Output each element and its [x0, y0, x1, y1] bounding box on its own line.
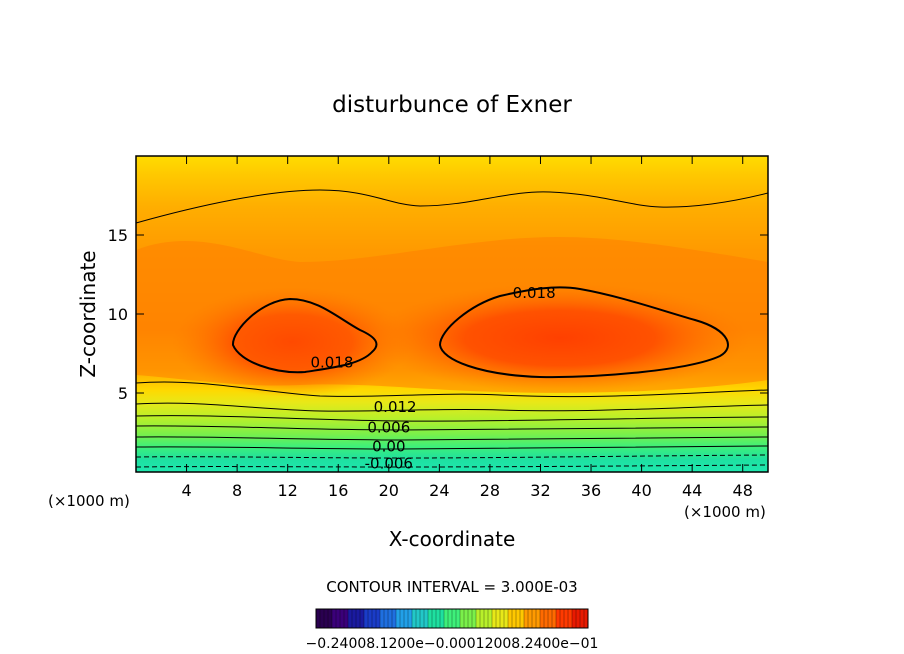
contour-label: 0.00 — [372, 437, 405, 455]
x-tick-label: 8 — [232, 481, 242, 500]
contour-line-009 — [136, 415, 768, 422]
colorbar-frame — [315, 608, 589, 629]
contour-label: 0.012 — [374, 398, 417, 416]
plot-area — [136, 156, 768, 472]
x-unit-label-left: (×1000 m) — [48, 492, 130, 510]
chart-title: disturbunce of Exner — [332, 92, 572, 118]
contour-line-006 — [136, 425, 768, 431]
x-tick-label: 44 — [682, 481, 702, 500]
x-unit-label-right: (×1000 m) — [684, 503, 766, 521]
x-axis-label: X-coordinate — [389, 527, 516, 551]
x-tick-label: 24 — [429, 481, 449, 500]
x-tick-label: 36 — [581, 481, 601, 500]
contour-label: 0.006 — [367, 418, 410, 436]
x-tick-label: 28 — [480, 481, 500, 500]
contour-line-012 — [136, 402, 768, 412]
y-tick-label: 5 — [118, 384, 128, 403]
y-tick-label: 10 — [108, 305, 128, 324]
contour-line-000 — [136, 445, 768, 450]
x-tick-label: 48 — [733, 481, 753, 500]
contour-018-left — [231, 297, 378, 374]
x-tick-label: 20 — [379, 481, 399, 500]
contour-label: -0.006 — [365, 455, 413, 473]
x-tick-label: 16 — [328, 481, 348, 500]
x-tick-label: 12 — [278, 481, 298, 500]
contour-line-015 — [136, 381, 768, 398]
colorbar — [315, 608, 589, 629]
contour-interval-text: CONTOUR INTERVAL = 3.000E-03 — [326, 578, 577, 596]
x-axis-ticks: 4 8 12 16 20 24 28 32 36 40 44 48 — [181, 156, 753, 500]
contour-line-003 — [136, 436, 768, 441]
contour-018-right — [438, 286, 729, 379]
y-tick-label: 15 — [108, 226, 128, 245]
contour-line-upper — [136, 189, 768, 224]
max-region-left — [172, 287, 412, 397]
y-axis-label: Z-coordinate — [76, 250, 100, 377]
y-axis-ticks: 5 10 15 — [108, 226, 768, 403]
colorbar-labels: −0.24008.1200e−0.00012008.2400e−01 — [306, 636, 599, 652]
contour-label: 0.018 — [513, 284, 556, 302]
x-tick-label: 32 — [530, 481, 550, 500]
contour-label: 0.018 — [310, 354, 353, 372]
x-tick-label: 4 — [181, 481, 191, 500]
x-tick-label: 40 — [631, 481, 651, 500]
